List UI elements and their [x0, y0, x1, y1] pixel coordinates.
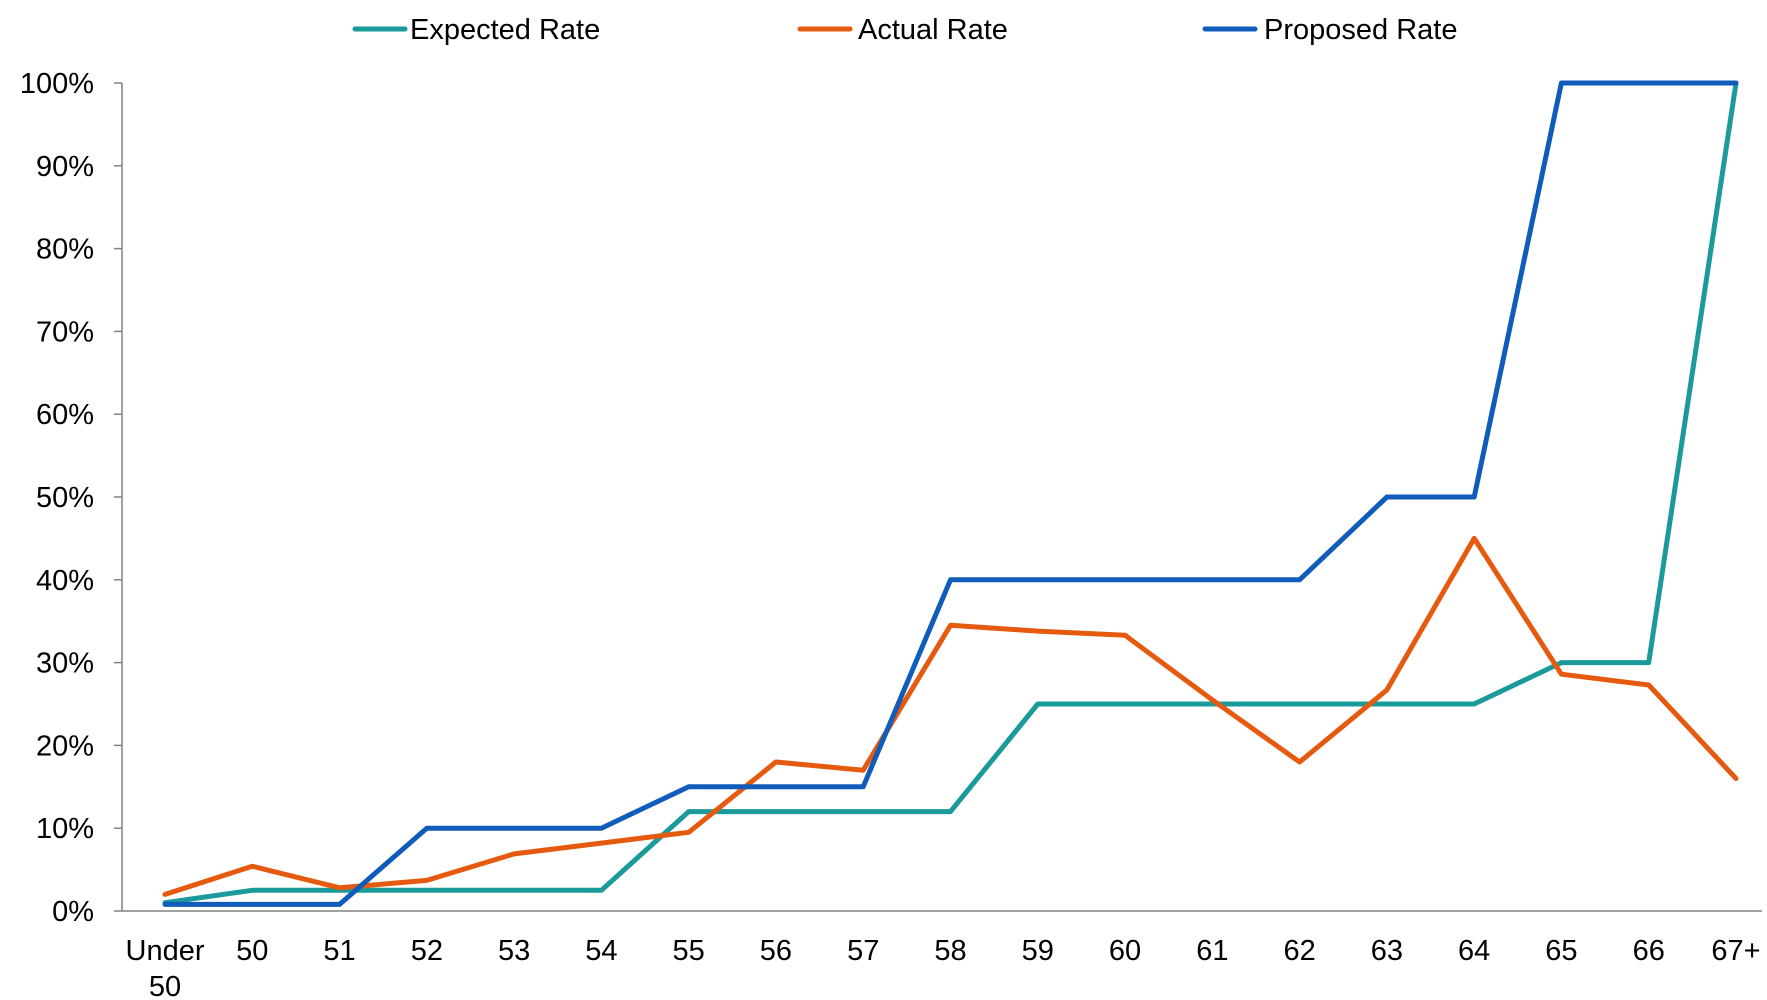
x-tick-label: 56 [760, 935, 792, 967]
y-tick-label: 90% [36, 151, 94, 183]
x-tick-label: 64 [1458, 935, 1490, 967]
x-tick-label: 60 [1109, 935, 1141, 967]
legend-label-proposed-rate: Proposed Rate [1264, 14, 1457, 46]
series-line-proposed-rate [162, 80, 1739, 907]
x-tick-label: 55 [673, 935, 705, 967]
x-tick-label: 63 [1371, 935, 1403, 967]
x-tick-label: Under 50 [126, 935, 205, 1000]
y-tick-label: 80% [36, 234, 94, 266]
x-tick-label: 59 [1022, 935, 1054, 967]
x-tick-label: 54 [585, 935, 617, 967]
x-tick-label: 50 [236, 935, 268, 967]
series-line-expected-rate [162, 80, 1739, 906]
y-tick-label: 40% [36, 565, 94, 597]
x-tick-label-line: 50 [149, 971, 181, 1000]
y-tick-label: 0% [52, 896, 94, 928]
y-tick-label: 20% [36, 730, 94, 762]
series-lines [162, 80, 1739, 907]
x-tick-label: 58 [934, 935, 966, 967]
legend: Expected Rate Actual Rate Proposed Rate [352, 14, 1457, 46]
x-tick-label: 62 [1283, 935, 1315, 967]
x-tick-label: 65 [1545, 935, 1577, 967]
x-tick-label: 66 [1633, 935, 1665, 967]
x-tick-label: 52 [411, 935, 443, 967]
legend-label-actual-rate: Actual Rate [858, 14, 1008, 46]
axes: 0% 10% 20% 30% 40% 50% 60% 70% 80% 90% 100% Under 50… [20, 68, 1762, 1000]
x-tick-label: 67+ [1711, 935, 1760, 967]
y-tick-label: 60% [36, 399, 94, 431]
legend-label-expected-rate: Expected Rate [410, 14, 600, 46]
x-tick-label: 53 [498, 935, 530, 967]
x-tick-label: 51 [323, 935, 355, 967]
y-tick-label: 30% [36, 648, 94, 680]
series-line-actual-rate [162, 535, 1739, 897]
x-tick-label-line: Under [126, 935, 205, 967]
x-tick-label: 57 [847, 935, 879, 967]
x-tick-label: 61 [1196, 935, 1228, 967]
y-tick-label: 100% [20, 68, 94, 100]
y-tick-label: 10% [36, 813, 94, 845]
y-tick-label: 70% [36, 316, 94, 348]
y-tick-label: 50% [36, 482, 94, 514]
